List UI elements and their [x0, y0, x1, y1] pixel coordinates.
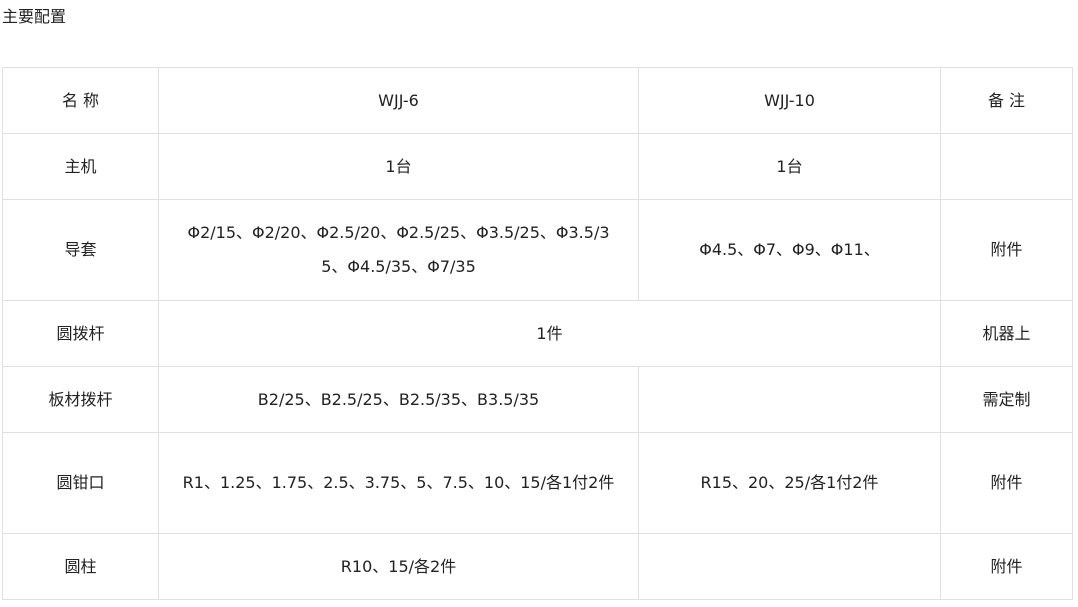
cell-name: 圆拨杆: [2, 300, 159, 367]
cell-wjj6: R10、15/各2件: [158, 533, 639, 600]
table-row: 主机 1台 1台: [2, 133, 1073, 200]
cell-note: 附件: [940, 432, 1073, 534]
cell-wjj6: B2/25、B2.5/25、B2.5/35、B3.5/35: [158, 366, 639, 433]
cell-merged: 1件: [158, 300, 941, 367]
table-row: 导套 Φ2/15、Φ2/20、Φ2.5/20、Φ2.5/25、Φ3.5/25、Φ…: [2, 199, 1073, 301]
header-wjj6: WJJ-6: [158, 67, 639, 134]
config-table: 名 称 WJJ-6 WJJ-10 备 注 主机 1台 1台 导套 Φ2/15、Φ…: [2, 67, 1073, 600]
section-title: 主要配置: [2, 7, 67, 26]
table-row: 圆钳口 R1、1.25、1.75、2.5、3.75、5、7.5、10、15/各1…: [2, 432, 1073, 534]
cell-note: 需定制: [940, 366, 1073, 433]
cell-wjj10: R15、20、25/各1付2件: [638, 432, 941, 534]
table-row: 板材拨杆 B2/25、B2.5/25、B2.5/35、B3.5/35 需定制: [2, 366, 1073, 433]
cell-note: 附件: [940, 199, 1073, 301]
cell-note: [940, 133, 1073, 200]
cell-wjj6: R1、1.25、1.75、2.5、3.75、5、7.5、10、15/各1付2件: [158, 432, 639, 534]
header-name: 名 称: [2, 67, 159, 134]
cell-name: 圆钳口: [2, 432, 159, 534]
table-row: 圆拨杆 1件 机器上: [2, 300, 1073, 367]
table-row: 圆柱 R10、15/各2件 附件: [2, 533, 1073, 600]
cell-wjj10: Φ4.5、Φ7、Φ9、Φ11、: [638, 199, 941, 301]
cell-name: 主机: [2, 133, 159, 200]
cell-name: 圆柱: [2, 533, 159, 600]
header-wjj10: WJJ-10: [638, 67, 941, 134]
cell-name: 导套: [2, 199, 159, 301]
cell-note: 附件: [940, 533, 1073, 600]
cell-wjj10: [638, 366, 941, 433]
cell-wjj10: [638, 533, 941, 600]
cell-note: 机器上: [940, 300, 1073, 367]
table-header-row: 名 称 WJJ-6 WJJ-10 备 注: [2, 67, 1073, 134]
cell-wjj6: 1台: [158, 133, 639, 200]
cell-name: 板材拨杆: [2, 366, 159, 433]
cell-wjj10: 1台: [638, 133, 941, 200]
cell-wjj6: Φ2/15、Φ2/20、Φ2.5/20、Φ2.5/25、Φ3.5/25、Φ3.5…: [158, 199, 639, 301]
header-note: 备 注: [940, 67, 1073, 134]
